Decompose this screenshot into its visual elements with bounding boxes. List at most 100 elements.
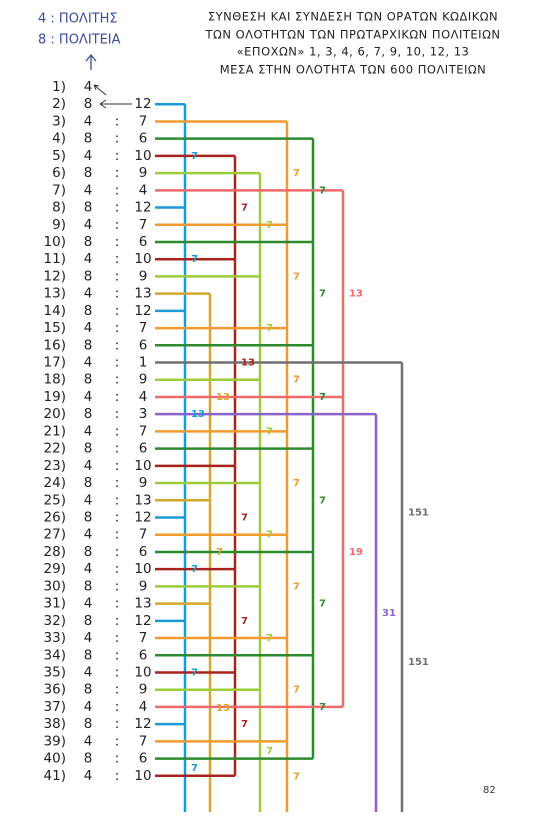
separator: : xyxy=(115,182,120,198)
row-left-value: 4 xyxy=(84,596,93,612)
row-left-value: 8 xyxy=(84,441,93,457)
gap-label: 13 xyxy=(216,392,230,403)
row-left-value: 4 xyxy=(84,286,93,302)
gap-label: 19 xyxy=(349,547,363,558)
row-number: 12) xyxy=(44,268,66,284)
row-number: 36) xyxy=(44,682,66,698)
row-right-value: 12 xyxy=(134,613,151,629)
row-right-value: 12 xyxy=(134,200,151,216)
separator: : xyxy=(115,768,120,784)
separator: : xyxy=(115,251,120,267)
row-right-value: 7 xyxy=(139,630,148,646)
row-right-value: 10 xyxy=(134,148,151,164)
row-number: 25) xyxy=(44,492,66,508)
row-right-value: 9 xyxy=(139,682,148,698)
row-right-value: 12 xyxy=(134,716,151,732)
row-number: 15) xyxy=(44,320,66,336)
separator: : xyxy=(115,682,120,698)
row-number: 8) xyxy=(52,200,66,216)
separator: : xyxy=(115,268,120,284)
gap-label: 7 xyxy=(293,772,300,783)
gap-label: 7 xyxy=(319,599,326,610)
separator: : xyxy=(115,200,120,216)
row-left-value: 8 xyxy=(84,647,93,663)
gap-label: 7 xyxy=(293,271,300,282)
row-left-value: 8 xyxy=(84,200,93,216)
gap-label: 7 xyxy=(319,392,326,403)
separator: : xyxy=(115,234,120,250)
row-number: 27) xyxy=(44,527,66,543)
separator: : xyxy=(115,372,120,388)
row-left-value: 4 xyxy=(84,733,93,749)
separator: : xyxy=(115,286,120,302)
row-number: 1) xyxy=(52,79,66,95)
row-number: 13) xyxy=(44,286,66,302)
row-right-value: 12 xyxy=(134,303,151,319)
row-right-value: 9 xyxy=(139,578,148,594)
row-right-value: 9 xyxy=(139,475,148,491)
row-left-value: 8 xyxy=(84,131,93,147)
row-number: 30) xyxy=(44,578,66,594)
row-number: 6) xyxy=(52,165,66,181)
separator: : xyxy=(115,510,120,526)
row-left-value: 8 xyxy=(84,234,93,250)
row-right-value: 10 xyxy=(134,561,151,577)
row-left-value: 8 xyxy=(84,475,93,491)
row-left-value: 4 xyxy=(84,423,93,439)
row-right-value: 7 xyxy=(139,423,148,439)
row-right-value: 6 xyxy=(139,751,148,767)
row-left-value: 4 xyxy=(84,630,93,646)
row-number: 29) xyxy=(44,561,66,577)
row-number: 24) xyxy=(44,475,66,491)
gap-label: 7 xyxy=(319,702,326,713)
gap-label: 7 xyxy=(266,426,273,437)
row-number: 22) xyxy=(44,441,66,457)
row-left-value: 8 xyxy=(84,165,93,181)
row-right-value: 6 xyxy=(139,647,148,663)
row-left-value: 4 xyxy=(84,699,93,715)
row-right-value: 7 xyxy=(139,320,148,336)
row-left-value: 8 xyxy=(84,578,93,594)
separator: : xyxy=(115,113,120,129)
gap-label: 7 xyxy=(241,203,248,214)
row-right-value: 9 xyxy=(139,268,148,284)
gap-label: 7 xyxy=(293,168,300,179)
arrow xyxy=(99,99,132,109)
gap-label: 7 xyxy=(241,719,248,730)
gap-label: 13 xyxy=(241,358,255,369)
separator: : xyxy=(115,596,120,612)
header-left: 8 : ΠΟΛΙΤΕΙΑ xyxy=(38,33,121,48)
page-number: 82 xyxy=(483,785,496,796)
gap-label: 7 xyxy=(191,667,198,678)
separator: : xyxy=(115,647,120,663)
gap-label: 7 xyxy=(241,616,248,627)
separator: : xyxy=(115,148,120,164)
row-left-value: 4 xyxy=(84,768,93,784)
row-right-value: 6 xyxy=(139,337,148,353)
row-number: 21) xyxy=(44,423,66,439)
row-right-value: 7 xyxy=(139,217,148,233)
gap-label: 7 xyxy=(319,185,326,196)
row-left-value: 4 xyxy=(84,182,93,198)
separator: : xyxy=(115,733,120,749)
row-right-value: 4 xyxy=(139,699,148,715)
arrow-up xyxy=(85,53,97,70)
row-number: 33) xyxy=(44,630,66,646)
row-number: 19) xyxy=(44,389,66,405)
separator: : xyxy=(115,716,120,732)
row-left-value: 4 xyxy=(84,217,93,233)
row-number: 4) xyxy=(52,131,66,147)
row-left-value: 4 xyxy=(84,113,93,129)
row-left-value: 4 xyxy=(84,561,93,577)
row-right-value: 1 xyxy=(139,355,148,371)
row-number: 18) xyxy=(44,372,66,388)
row-right-value: 6 xyxy=(139,131,148,147)
separator: : xyxy=(115,527,120,543)
separator: : xyxy=(115,544,120,560)
row-left-value: 4 xyxy=(84,320,93,336)
separator: : xyxy=(115,303,120,319)
row-number: 20) xyxy=(44,406,66,422)
row-left-value: 4 xyxy=(84,251,93,267)
gap-label: 13 xyxy=(191,409,205,420)
gap-label: 13 xyxy=(349,289,363,300)
